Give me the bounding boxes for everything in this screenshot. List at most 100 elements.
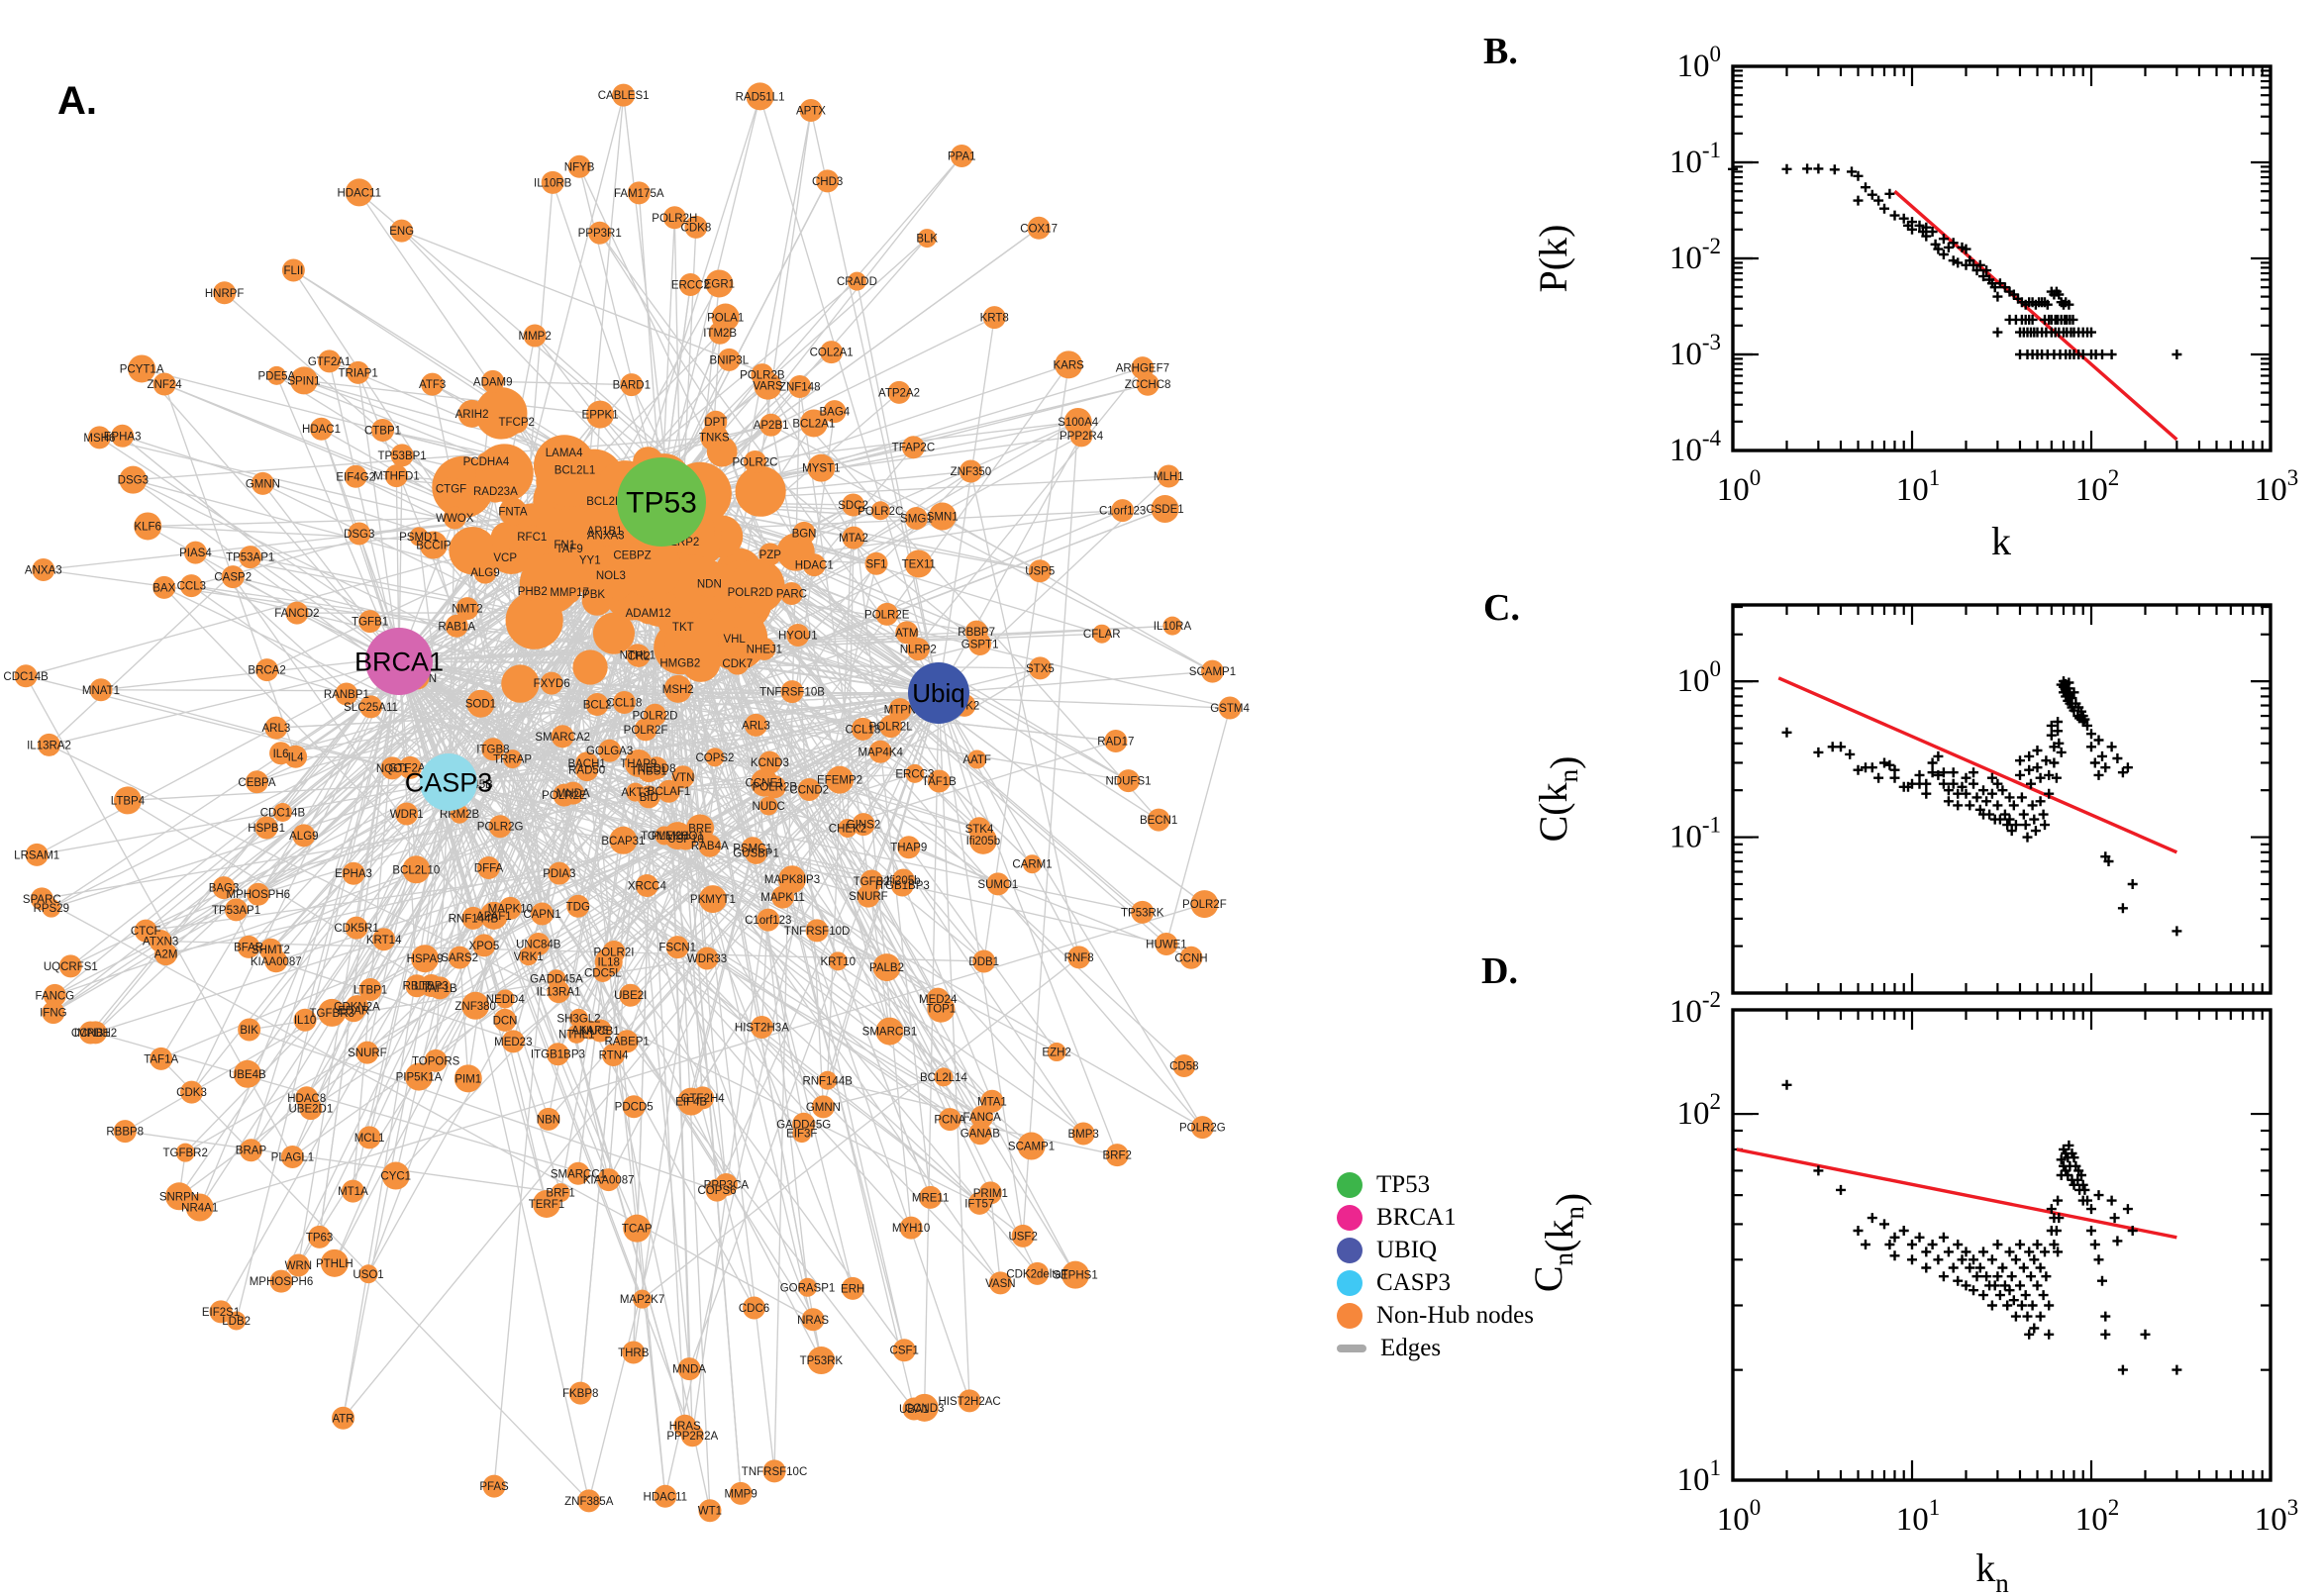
network-node [448,946,471,969]
gene-label: CDKN2A [334,1002,380,1014]
network-edge [797,635,825,1107]
gene-label: AP2B1 [754,420,789,432]
network-node [557,580,581,604]
network-node [560,455,589,484]
gene-label: NUCB1 [581,1026,620,1038]
network-node [980,1089,1004,1113]
gene-label: COX17 [1020,223,1058,235]
network-node [927,769,951,793]
network-node [42,1001,65,1025]
gene-label: COPS2 [695,752,734,764]
network-node [904,549,933,578]
gene-label: RRM2B [440,809,480,821]
network-node [272,803,292,823]
gene-label: CSDE1 [1146,504,1183,516]
network-node [119,465,148,494]
gene-label: ZNF350 [951,466,992,478]
network-node [1147,808,1170,832]
network-edge [133,479,553,684]
gene-label: BRCA2 [248,665,285,677]
gene-label: HIST2H3A [735,1022,789,1034]
network-node [280,1146,304,1169]
network-node [14,664,38,688]
gene-label: BCL2L1 [555,464,596,476]
network-node [875,1017,904,1046]
network-node [1027,216,1051,240]
network-node [698,885,727,914]
gene-label: RNF144B [449,913,499,925]
network-node [1028,656,1052,680]
network-node [150,1047,173,1070]
gene-label: FNTA [498,507,528,519]
legend-item-label: CASP3 [1376,1268,1452,1296]
gene-label: TFCP2 [498,417,534,429]
gene-label: SCAMP1 [1189,666,1236,678]
gene-label: RBL2 [403,981,432,993]
gene-label: POLR2F [624,725,668,737]
network-node [695,569,724,598]
network-node [237,935,260,958]
gene-label: NQO1 [376,763,409,775]
network-edge [346,692,940,695]
network-node [746,82,774,111]
network-node [532,1189,560,1218]
gene-label: MTA1 [977,1096,1007,1108]
gene-label: RFC1 [517,532,547,544]
gene-label: ARIH2 [455,409,489,421]
gene-label: VHL [723,634,746,646]
network-edge [49,660,400,747]
network-edge [577,692,940,907]
network-node [967,1191,991,1215]
network-node [520,525,544,549]
cluster-node [572,649,608,685]
gene-label: BCL2 [583,700,612,712]
gene-label: PPP3R1 [578,228,622,240]
network-node [546,1043,569,1066]
gene-label: POLR2D [728,587,773,599]
network-node [390,444,414,467]
network-edge [556,662,739,1055]
gene-label: STK4 [965,824,994,836]
gene-label: UBE2I [614,990,647,1002]
network-edge [923,692,940,1408]
gene-label: EIF2S1 [202,1307,240,1319]
gene-label: RAD17 [1097,737,1134,748]
network-node [264,949,288,973]
gene-label: IL10 [294,1015,316,1027]
network-node [663,674,692,703]
gene-label: PPA1 [948,150,976,162]
gene-label: SLC25A11 [344,702,398,714]
network-edge [184,884,648,1153]
network-node [967,817,991,841]
gene-label: GADD45G [776,1119,831,1131]
gene-label: PSMD1 [399,532,439,544]
legend-item-tp53: TP53 [1337,1168,1534,1201]
gene-label: MTPN [884,705,917,717]
network-node [897,836,921,859]
gene-label: BGN [792,528,817,540]
gene-label: BMP3 [1067,1129,1098,1141]
network-edge [199,501,662,1208]
scatter-markers [1728,163,2182,359]
network-node [134,919,157,943]
network-node [577,1489,601,1513]
gene-label: PDIA3 [543,868,575,880]
network-node [1022,854,1042,874]
gene-label: POLR2L [868,722,913,734]
network-node [527,932,551,955]
network-node [251,471,274,495]
gene-label: GORASP1 [780,1282,836,1294]
network-node [266,365,286,385]
network-node [700,423,729,451]
y-tick-label: 100 [1677,42,1722,84]
gene-label: BRF2 [1103,1150,1132,1162]
gene-label: KLF6 [134,521,161,533]
network-node [164,1182,193,1211]
network-node [152,575,176,599]
gene-label: CYC1 [380,1171,411,1183]
network-edge [791,691,891,1032]
gene-label: SNURF [849,891,888,903]
gene-label: GTF2H4 [681,1093,726,1105]
network-node [612,690,636,714]
network-node [488,815,512,839]
